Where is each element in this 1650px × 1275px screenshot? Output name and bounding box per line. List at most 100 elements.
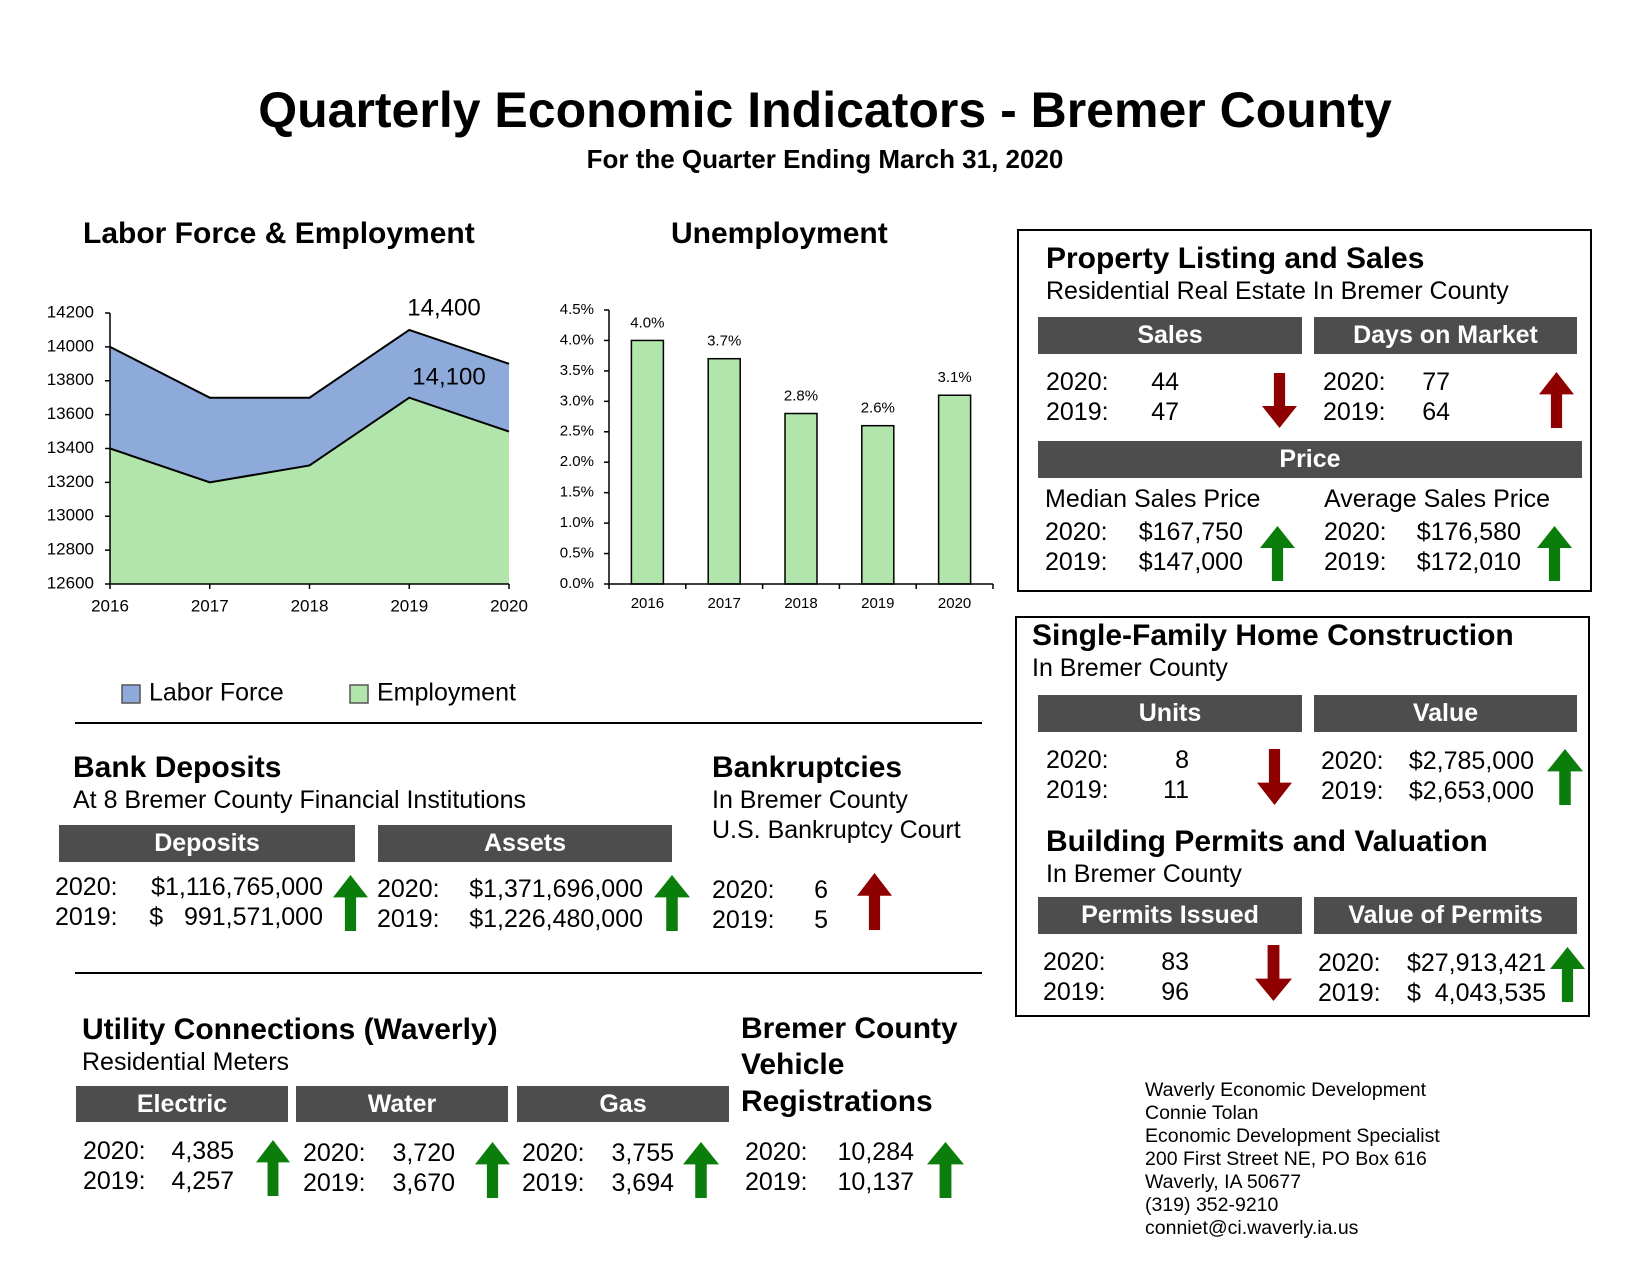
legend-swatch bbox=[121, 684, 141, 704]
section-title: Utility Connections (Waverly) bbox=[82, 1013, 498, 1046]
annotation: 14,100 bbox=[412, 363, 485, 390]
row-label: 2019: bbox=[712, 906, 775, 934]
x-tick-label: 2016 bbox=[91, 596, 129, 615]
value-row: 2019: 5 bbox=[712, 905, 828, 935]
column-heading: Water bbox=[296, 1086, 508, 1122]
row-label: 2019: bbox=[1323, 398, 1386, 426]
column-heading: Electric bbox=[76, 1086, 288, 1122]
y-tick-label: 14200 bbox=[47, 302, 94, 321]
y-tick-label: 13800 bbox=[47, 370, 94, 389]
row-value: 4,385 bbox=[171, 1137, 234, 1165]
row-value: $27,913,421 bbox=[1406, 949, 1546, 977]
x-tick-label: 2018 bbox=[291, 596, 329, 615]
value-rows: 2020: $2,785,000 2019: $2,653,000 bbox=[1321, 746, 1534, 806]
chart-title: Labor Force & Employment bbox=[83, 217, 475, 250]
section-title: Property Listing and Sales bbox=[1046, 242, 1425, 275]
value-rows: 2020: 77 2019: 64 bbox=[1323, 367, 1450, 427]
y-tick-label: 3.0% bbox=[560, 392, 594, 409]
row-label: 2020: bbox=[1318, 949, 1381, 977]
row-value: 4,257 bbox=[171, 1167, 234, 1195]
y-tick-label: 0.0% bbox=[560, 575, 594, 592]
value-row: 2019: 64 bbox=[1323, 397, 1450, 427]
row-label: 2020: bbox=[745, 1138, 808, 1166]
page-subtitle: For the Quarter Ending March 31, 2020 bbox=[586, 144, 1064, 174]
y-tick-label: 3.5% bbox=[560, 362, 594, 379]
x-tick-label: 2017 bbox=[191, 596, 229, 615]
row-label: 2020: bbox=[1321, 747, 1384, 775]
y-tick-label: 13600 bbox=[47, 404, 94, 423]
value-rows: 2020: $27,913,421 2019: $ 4,043,535 bbox=[1318, 948, 1546, 1008]
section-subtitle: Residential Meters bbox=[82, 1048, 290, 1076]
section-title: Vehicle bbox=[741, 1048, 845, 1081]
column-heading: Gas bbox=[517, 1086, 729, 1122]
section-title: Building Permits and Valuation bbox=[1046, 825, 1488, 858]
row-label: 2019: bbox=[83, 1167, 146, 1195]
price-heading: Average Sales Price bbox=[1324, 485, 1551, 513]
divider bbox=[75, 972, 982, 974]
area-edge bbox=[109, 328, 510, 399]
row-label: 2019: bbox=[1046, 398, 1109, 426]
x-tick-label: 2020 bbox=[490, 596, 528, 615]
y-tick-label: 13400 bbox=[47, 438, 94, 457]
annotation: 14,400 bbox=[407, 294, 480, 321]
value-row: 2019: 3,694 bbox=[522, 1168, 674, 1198]
value-row: 2020: $167,750 bbox=[1045, 517, 1243, 547]
value-label: 3.1% bbox=[937, 369, 971, 386]
row-value: 6 bbox=[814, 876, 828, 904]
row-value: 3,670 bbox=[392, 1169, 455, 1197]
value-row: 2019: $2,653,000 bbox=[1321, 776, 1534, 806]
page-title: Quarterly Economic Indicators - Bremer C… bbox=[258, 82, 1392, 138]
row-label: 2019: bbox=[55, 903, 118, 931]
column-heading: Sales bbox=[1038, 317, 1302, 354]
value-row: 2020: 83 bbox=[1043, 947, 1189, 977]
value-row: 2019: 11 bbox=[1046, 775, 1189, 805]
value-rows: 2020: $1,371,696,000 2019: $1,226,480,000 bbox=[377, 874, 643, 934]
row-value: 11 bbox=[1163, 776, 1189, 804]
x-tick-label: 2018 bbox=[784, 595, 817, 612]
y-tick-label: 4.5% bbox=[560, 301, 594, 318]
section-subtitle: At 8 Bremer County Financial Institution… bbox=[73, 786, 526, 814]
x-tick-label: 2019 bbox=[390, 596, 428, 615]
value-row: 2020: $176,580 bbox=[1324, 517, 1521, 547]
row-value: $1,226,480,000 bbox=[469, 905, 643, 933]
bar bbox=[937, 394, 972, 585]
contact-line: Waverly, IA 50677 bbox=[1145, 1171, 1302, 1193]
value-rows: 2020: 3,720 2019: 3,670 bbox=[303, 1138, 455, 1198]
row-label: 2019: bbox=[303, 1169, 366, 1197]
row-label: 2019: bbox=[745, 1168, 808, 1196]
y-tick-label: 0.5% bbox=[560, 545, 594, 562]
value-row: 2019: 3,670 bbox=[303, 1168, 455, 1198]
row-value: 10,137 bbox=[837, 1168, 914, 1196]
row-value: $172,010 bbox=[1416, 548, 1521, 576]
value-row: 2020: $1,116,765,000 bbox=[55, 872, 323, 902]
y-tick-label: 2.0% bbox=[560, 453, 594, 470]
value-row: 2019: $147,000 bbox=[1045, 547, 1243, 577]
contact-line: Economic Development Specialist bbox=[1145, 1125, 1440, 1147]
y-tick-label: 4.0% bbox=[560, 331, 594, 348]
row-value: $147,000 bbox=[1138, 548, 1243, 576]
bar bbox=[784, 412, 818, 585]
value-rows: 2020: 6 2019: 5 bbox=[712, 875, 828, 935]
value-rows: 2020: $167,750 2019: $147,000 bbox=[1045, 517, 1243, 577]
value-row: 2020: 4,385 bbox=[83, 1136, 234, 1166]
y-tick-label: 1.0% bbox=[560, 514, 594, 531]
section-subtitle: In Bremer County bbox=[712, 786, 908, 814]
value-rows: 2020: 4,385 2019: 4,257 bbox=[83, 1136, 234, 1196]
section-subtitle: U.S. Bankruptcy Court bbox=[712, 816, 961, 844]
section-title: Bank Deposits bbox=[73, 751, 282, 784]
value-rows: 2020: 83 2019: 96 bbox=[1043, 947, 1189, 1007]
row-value: $ 991,571,000 bbox=[149, 903, 323, 931]
value-row: 2019: $172,010 bbox=[1324, 547, 1521, 577]
row-value: 3,694 bbox=[611, 1169, 674, 1197]
row-label: 2019: bbox=[522, 1169, 585, 1197]
row-label: 2020: bbox=[83, 1137, 146, 1165]
value-row: 2019: 4,257 bbox=[83, 1166, 234, 1196]
row-label: 2019: bbox=[377, 905, 440, 933]
row-value: $176,580 bbox=[1416, 518, 1521, 546]
value-rows: 2020: $1,116,765,000 2019: $ 991,571,000 bbox=[55, 872, 323, 932]
row-value: $2,653,000 bbox=[1408, 777, 1534, 805]
value-row: 2020: 10,284 bbox=[745, 1137, 914, 1167]
column-heading: Permits Issued bbox=[1038, 897, 1302, 934]
row-label: 2020: bbox=[1046, 368, 1109, 396]
